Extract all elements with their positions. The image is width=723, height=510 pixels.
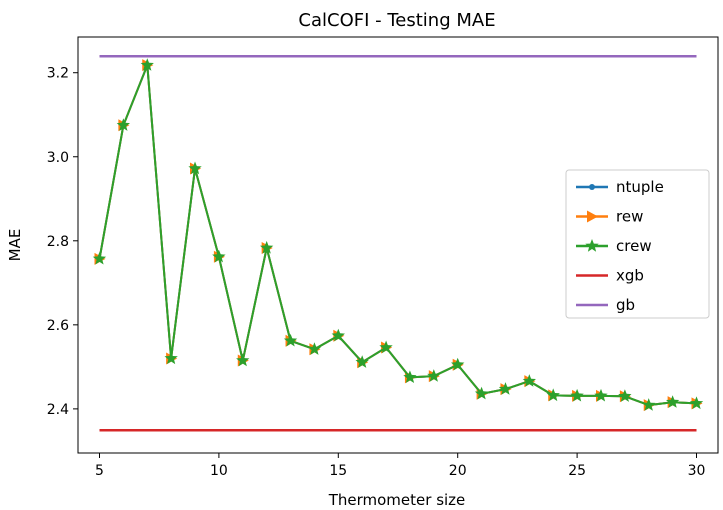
legend-label: crew [616,237,652,255]
data-point-crew [594,388,608,402]
data-point-crew [427,369,441,382]
data-point-crew [666,395,680,408]
x-axis: 5 10 15 20 25 30 [95,453,705,479]
data-point-crew [546,388,560,402]
y-tick-label: 3.0 [47,150,69,166]
legend-item-xgb: xgb [576,267,644,285]
chart-title: CalCOFI - Testing MAE [298,10,495,31]
y-axis: 2.4 2.6 2.8 3.0 3.2 [47,66,78,418]
data-point-crew [116,118,130,131]
legend-item-ntuple: ntuple [576,178,664,196]
data-point-crew [498,382,513,395]
legend-item-rew: rew [576,208,643,226]
data-point-crew [188,161,202,175]
data-point-crew [522,374,536,387]
y-axis-label: MAE [6,229,24,262]
data-point-crew [307,342,322,355]
data-point-crew [164,351,178,365]
x-axis-label: Thermometer size [328,491,466,509]
legend-label: gb [616,296,635,314]
data-point-crew [140,58,154,71]
y-tick-label: 3.2 [47,66,69,82]
data-point-crew [379,340,393,354]
data-point-crew [618,389,632,402]
data-point-crew [212,249,226,263]
x-tick-label: 20 [449,463,467,479]
y-tick-label: 2.4 [47,402,69,418]
series-crew [92,58,704,411]
legend-marker [585,239,599,252]
data-point-crew [355,355,369,368]
x-tick-label: 15 [329,463,347,479]
legend-box [565,169,710,319]
plot-area [92,55,704,432]
data-point-crew [236,353,250,367]
x-tick-label: 30 [688,463,706,479]
data-point-crew [451,357,465,371]
legend-marker [587,210,598,223]
legend-marker [589,184,595,190]
data-point-crew [403,370,417,383]
data-point-crew [570,388,584,402]
data-point-crew [642,398,656,411]
data-point-crew [260,240,274,254]
legend-label: xgb [616,267,644,285]
legend-label: ntuple [616,178,664,196]
legend-item-gb: gb [576,296,635,314]
x-tick-label: 5 [95,463,104,479]
x-tick-label: 25 [568,463,586,479]
data-point-crew [92,251,107,265]
legend-label: rew [616,208,643,226]
legend: ntuple rew crew xgb gb [565,169,710,319]
legend-item-crew: crew [576,237,652,255]
y-tick-label: 2.6 [47,318,69,334]
data-point-crew [474,386,489,400]
y-tick-label: 2.8 [47,234,69,250]
data-point-crew [331,328,345,342]
axes-frame [77,36,719,454]
data-point-crew [689,396,704,410]
data-point-crew [283,333,298,347]
x-tick-label: 10 [210,463,228,479]
